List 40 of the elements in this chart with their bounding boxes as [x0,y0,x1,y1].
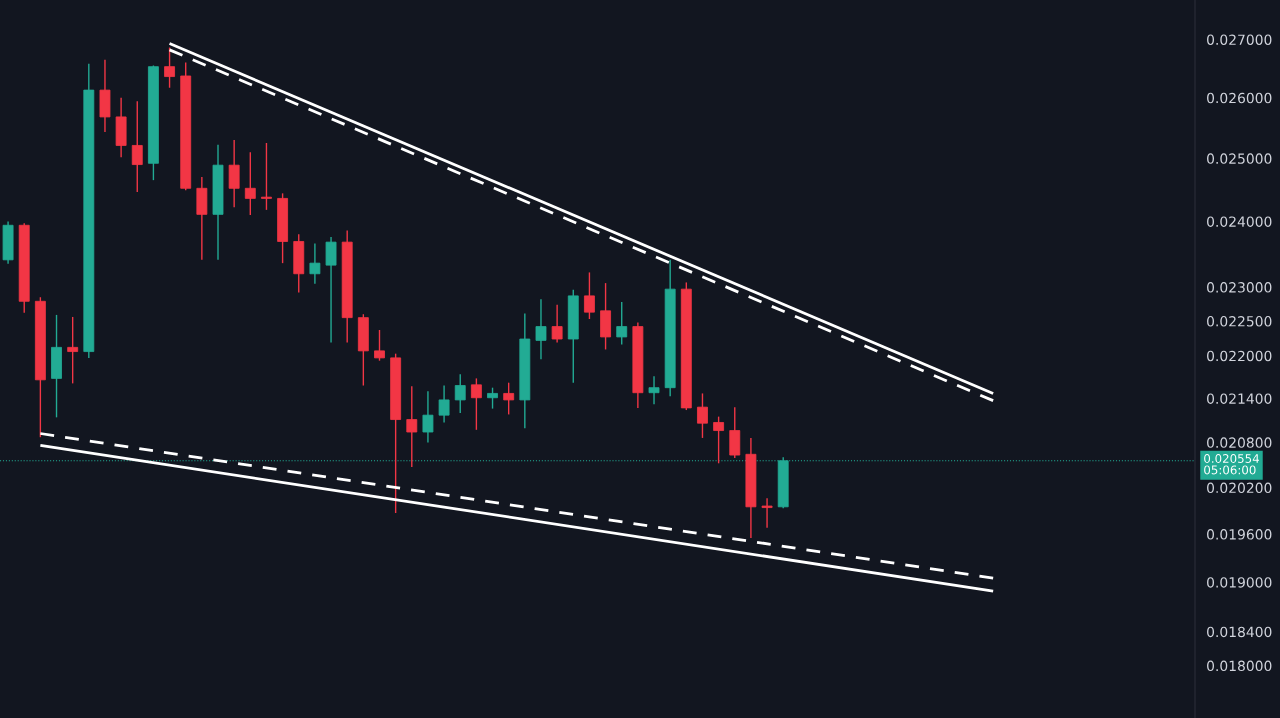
candlestick [164,46,175,89]
candlestick [697,392,708,439]
candlestick [535,298,547,360]
y-tick-label: 0.018400 [1207,626,1272,638]
candlestick [422,390,434,444]
candlestick [487,386,498,410]
candlestick [261,142,272,211]
y-tick-label: 0.025000 [1207,153,1272,164]
y-tick-label: 0.027000 [1207,34,1272,45]
candlestick [131,100,143,193]
candlestick [616,301,628,346]
y-tick-label: 0.023000 [1207,282,1272,293]
candlestick [551,303,563,344]
candlestick [309,242,321,285]
candlestick [406,385,418,468]
candlestick [244,151,256,216]
candlestick [503,381,515,416]
candlestick [470,377,482,431]
candlestick [713,415,725,465]
candlestick [761,497,773,529]
candlestick [438,384,450,424]
y-tick-label: 0.022500 [1207,316,1272,327]
candlestick [325,236,337,344]
y-tick-label: 0.019000 [1207,577,1272,588]
y-tick-label: 0.020800 [1207,437,1272,448]
y-tick-label: 0.019600 [1207,529,1272,540]
y-tick-label: 0.024000 [1207,216,1272,227]
candlestick [228,139,240,209]
y-tick-label: 0.021400 [1207,393,1272,404]
candlestick [648,375,660,405]
candlestick [584,271,595,320]
y-tick-label: 0.022000 [1207,350,1272,362]
y-tick-label: 0.026000 [1207,92,1272,104]
candlestick [454,373,466,414]
y-tick-label: 0.018000 [1207,660,1272,672]
text: 05:06:00 [1204,465,1256,475]
candlestick [67,316,79,385]
ref-line-label: 0.020554 [1204,454,1259,463]
y-tick-label: 0.020200 [1207,482,1272,494]
candlestick [374,329,385,362]
